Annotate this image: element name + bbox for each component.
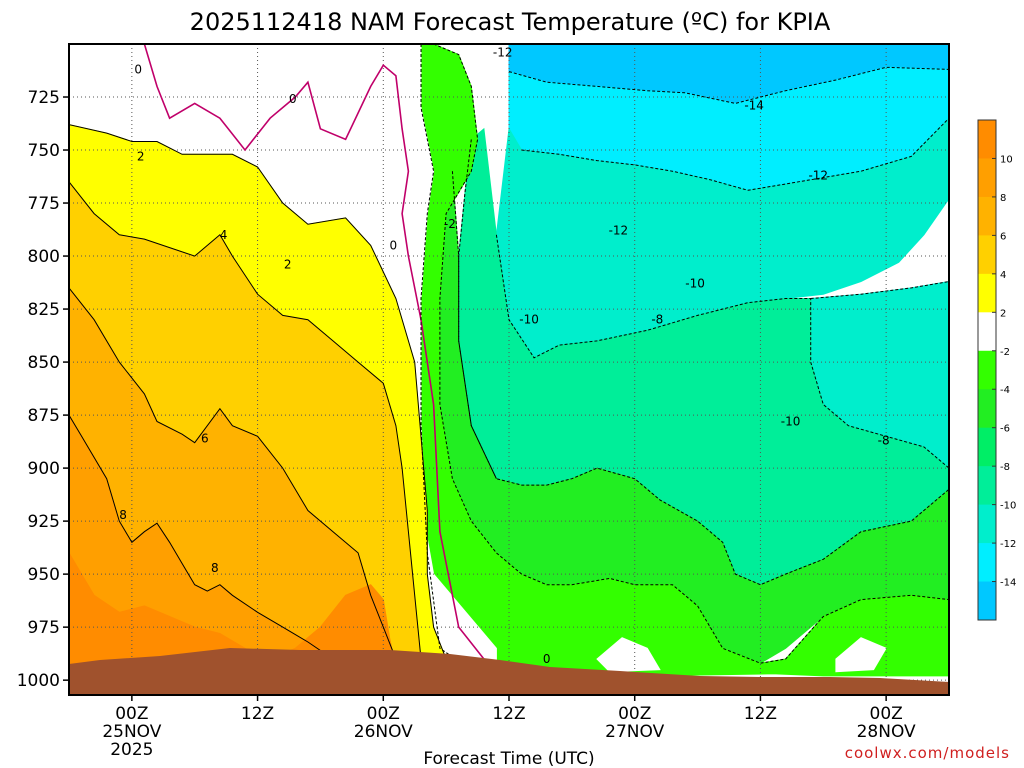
x-tick-label: 12Z <box>241 704 274 724</box>
colorbar-label: -2 <box>1000 347 1010 358</box>
y-axis: 725 750 775 800 825 850 875 900 925 950 975 1000 <box>17 88 69 691</box>
x-tick-label: 26NOV <box>354 722 413 742</box>
contour-label: 8 <box>211 561 219 575</box>
colorbar-label: -4 <box>1000 385 1010 396</box>
terrain-surface <box>69 648 949 695</box>
x-tick-label: 00Z <box>115 704 148 724</box>
contour-label: -10 <box>685 277 705 291</box>
x-tick-label: 00Z <box>367 704 400 724</box>
temp-band-0pocket <box>596 637 661 673</box>
contour-label: -14 <box>744 98 764 112</box>
contour-label: 2 <box>137 149 145 163</box>
colorbar-swatch <box>978 235 996 275</box>
contour-label: -12 <box>609 224 629 238</box>
contour-label: 0 <box>543 652 551 666</box>
plot-area: 0 0 -12 -14 2 -12 -12 -2 4 0 2 -10 -10 -8 -10 6 -8 8 8 0 <box>68 43 950 696</box>
colorbar-swatch <box>978 466 996 506</box>
y-tick-label: 925 <box>28 512 60 532</box>
contour-line--10 <box>521 117 949 191</box>
y-tick-label: 775 <box>28 194 60 214</box>
contour-label: -10 <box>519 313 539 327</box>
colorbar-swatch <box>978 427 996 467</box>
colorbar: 10 8 6 4 2 -2 -4 -6 -8 -10 -12 -14 <box>977 119 1016 621</box>
colorbar-label: -6 <box>1000 424 1010 435</box>
colorbar-swatch <box>978 581 996 621</box>
colorbar-label: 2 <box>1000 308 1006 319</box>
contour-label: 8 <box>119 508 127 522</box>
x-tick-label: 27NOV <box>605 722 664 742</box>
x-tick-label: 25NOV <box>102 722 161 742</box>
x-tick-label: 2025 <box>110 740 153 760</box>
colorbar-frame <box>977 119 997 621</box>
contour-line--8b <box>495 234 949 469</box>
contour-label: -8 <box>878 434 890 448</box>
colorbar-label: -8 <box>1000 462 1010 473</box>
contour-line-2 <box>69 124 460 677</box>
x-tick-label: 00Z <box>618 704 651 724</box>
colorbar-label: 8 <box>1000 193 1006 204</box>
colorbar-label: 6 <box>1000 231 1006 242</box>
contour-line--10b <box>810 281 949 299</box>
credit-link[interactable]: coolwx.com/models <box>845 744 1010 762</box>
contour-label: 0 <box>289 92 297 106</box>
contour-label: 4 <box>220 228 228 242</box>
contour-label: 0 <box>390 238 398 252</box>
colorbar-label: 4 <box>1000 270 1006 281</box>
contour-line--4 <box>433 44 949 664</box>
contour-line-0 <box>143 44 510 673</box>
x-tick-label: 00Z <box>870 704 903 724</box>
chart-title: 2025112418 NAM Forecast Temperature (ºC)… <box>190 8 831 36</box>
temp-band-0pocket2 <box>835 637 887 673</box>
colorbar-swatch <box>978 504 996 544</box>
colorbar-label: -12 <box>1000 539 1016 550</box>
contour-label: 2 <box>284 258 292 272</box>
x-tick-label: 28NOV <box>857 722 916 742</box>
colorbar-swatch <box>978 312 996 352</box>
colorbar-swatch <box>978 543 996 583</box>
contour-label: -12 <box>808 168 828 182</box>
contour-line--8 <box>458 139 497 479</box>
y-tick-label: 825 <box>28 300 60 320</box>
colorbar-swatch <box>978 158 996 198</box>
colorbar-label: 10 <box>1000 154 1013 165</box>
colorbar-label: -10 <box>1000 501 1016 512</box>
contour-label: -2 <box>444 217 456 231</box>
contour-label: -8 <box>651 313 663 327</box>
colorbar-swatch <box>978 273 996 313</box>
x-tick-label: 12Z <box>744 704 777 724</box>
y-tick-label: 975 <box>28 618 60 638</box>
contour-label: -12 <box>493 45 513 59</box>
colorbar-swatch <box>978 389 996 429</box>
y-tick-label: 900 <box>28 459 60 479</box>
contour-line-6 <box>69 287 409 677</box>
y-tick-label: 950 <box>28 565 60 585</box>
y-tick-label: 1000 <box>17 671 60 691</box>
y-tick-label: 800 <box>28 247 60 267</box>
y-tick-label: 725 <box>28 88 60 108</box>
y-tick-label: 875 <box>28 406 60 426</box>
colorbar-swatch <box>978 196 996 236</box>
colorbar-label: -14 <box>1000 578 1016 589</box>
contour-line-4 <box>69 181 422 681</box>
colorbar-swatch <box>978 120 996 159</box>
colorbar-swatch <box>978 350 996 390</box>
x-tick-label: 12Z <box>492 704 525 724</box>
y-tick-label: 850 <box>28 353 60 373</box>
contour-label: 0 <box>134 62 142 76</box>
y-tick-label: 750 <box>28 141 60 161</box>
contour-label: -10 <box>781 414 801 428</box>
contour-label: 6 <box>201 431 209 445</box>
x-axis-label: Forecast Time (UTC) <box>423 749 594 768</box>
